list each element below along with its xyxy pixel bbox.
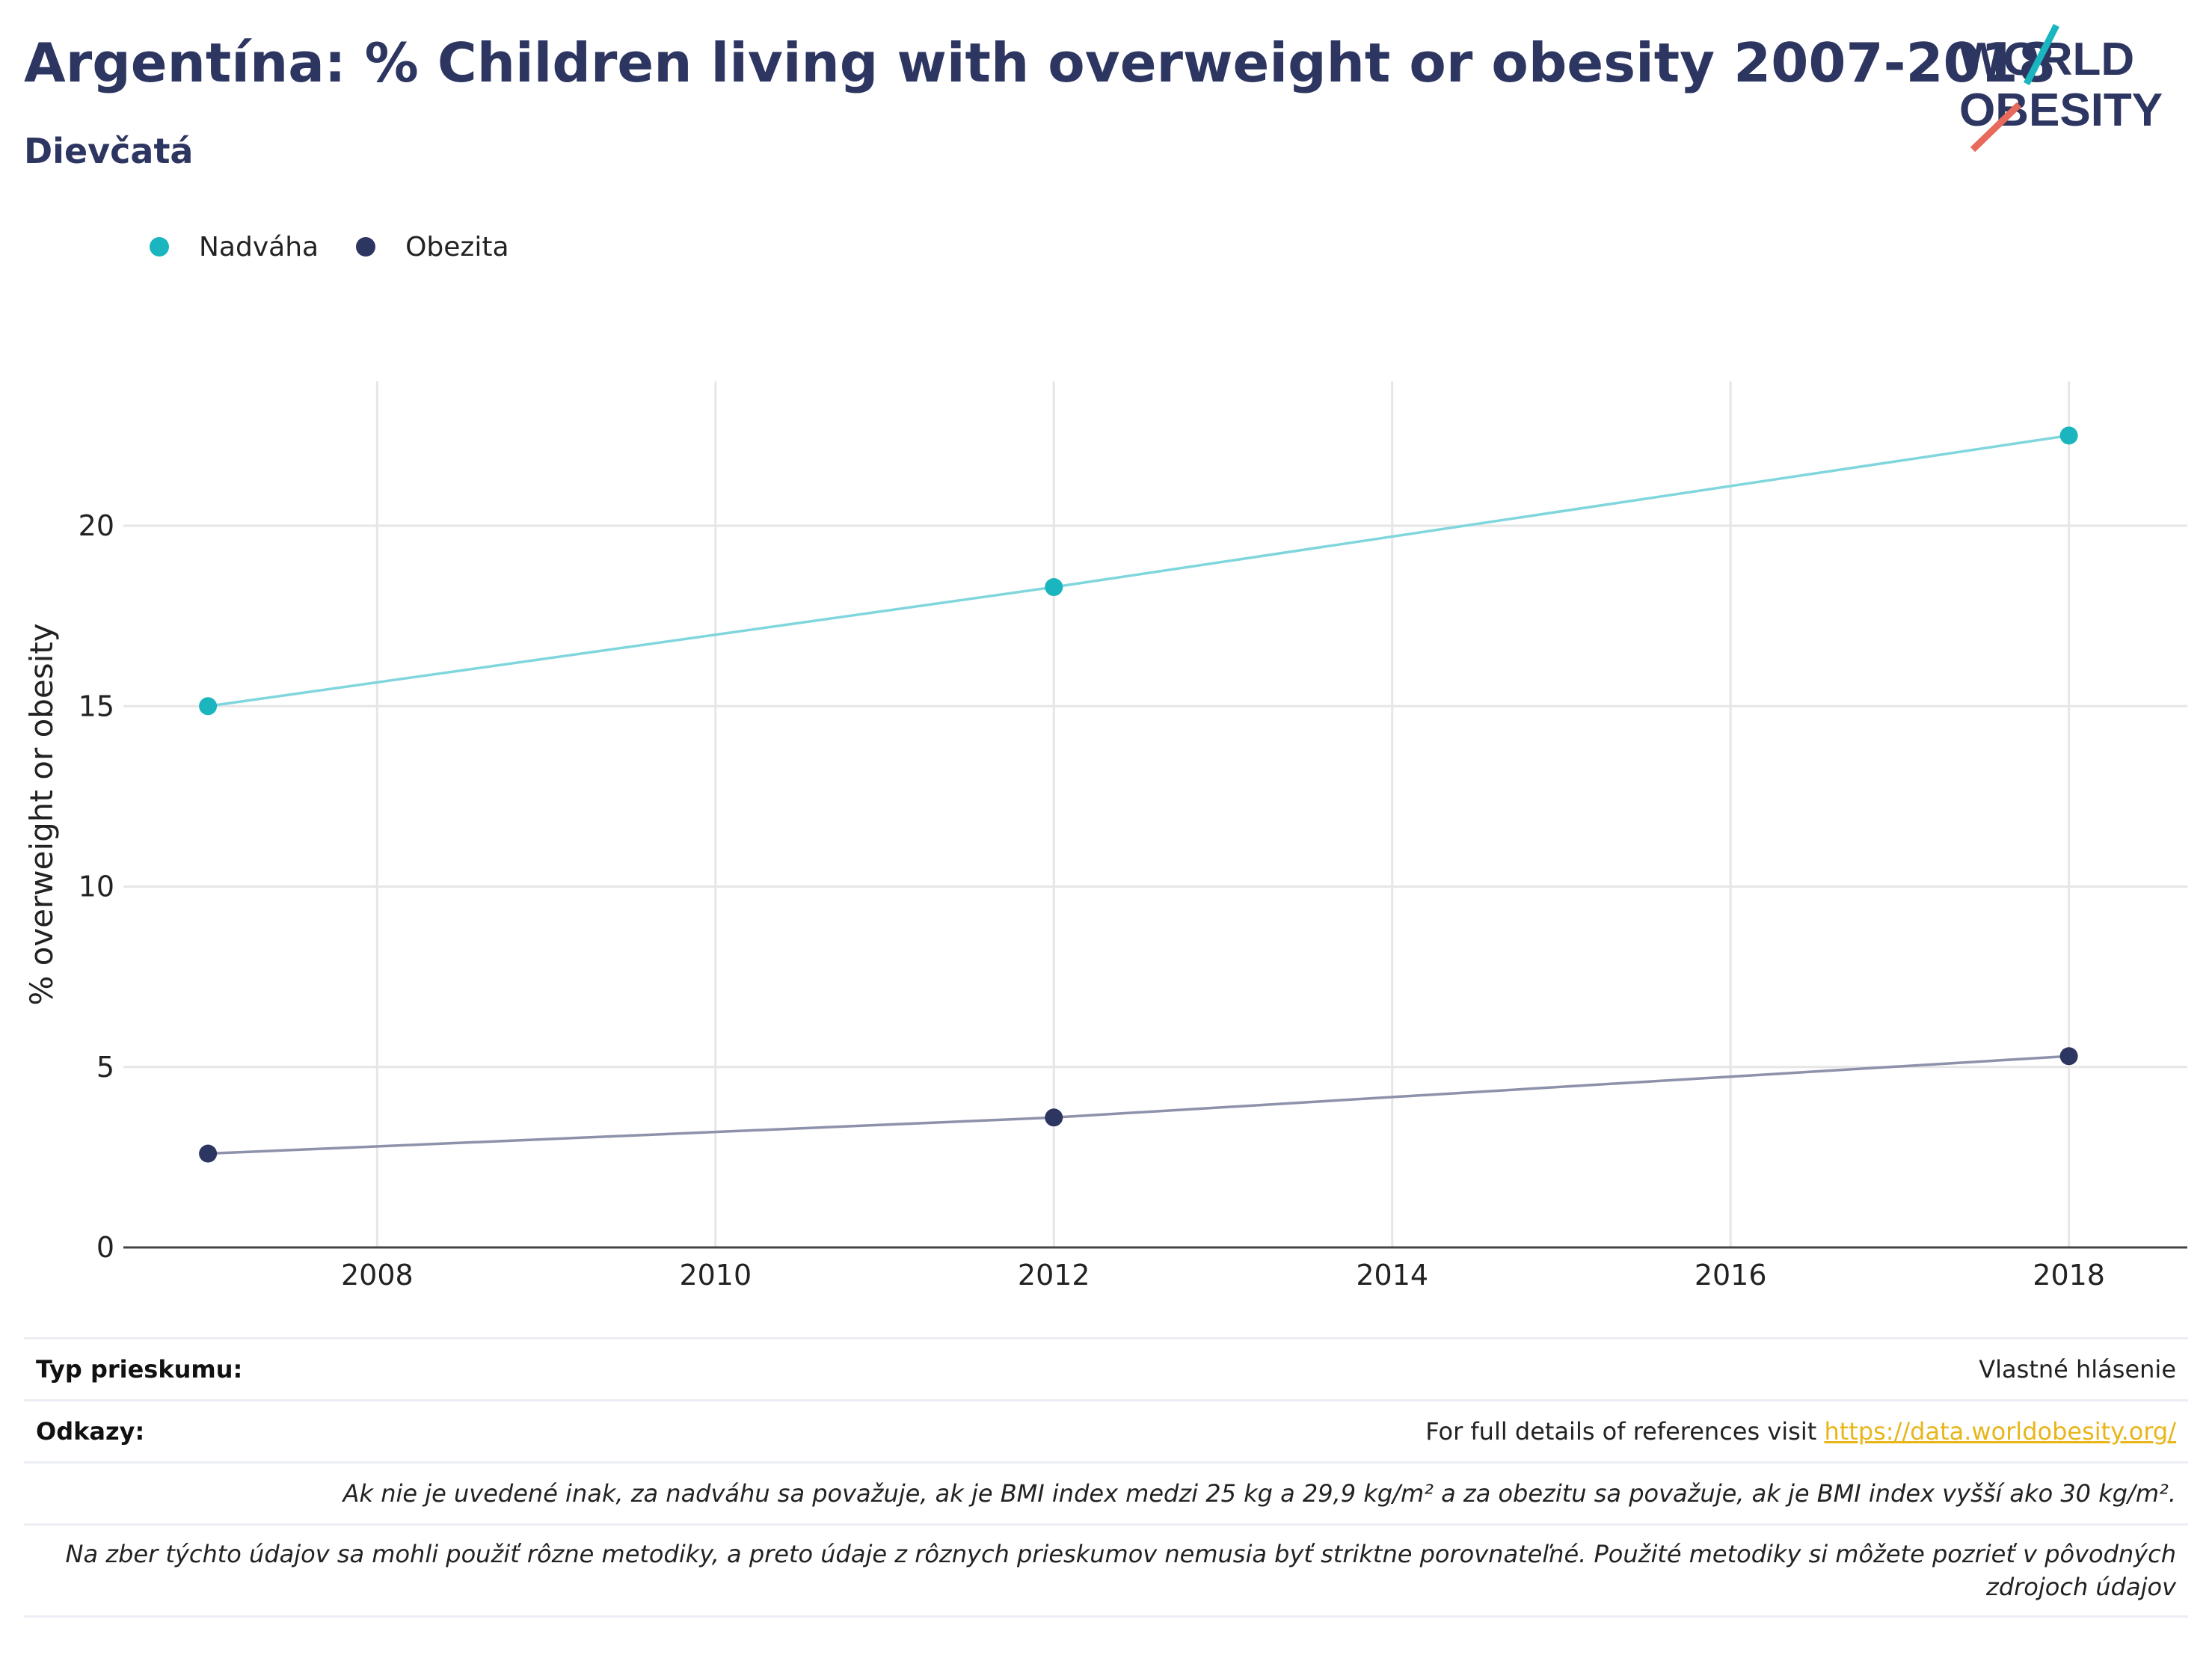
logo-slash-red — [1970, 102, 2022, 153]
data-point-1-2012 — [1045, 1108, 1063, 1127]
data-point-0-2018 — [2059, 426, 2078, 445]
methods-note: Na zber týchto údajov sa mohli použiť rô… — [65, 1540, 2176, 1601]
chart-legend: Nadváha Obezita — [150, 224, 547, 269]
series-line-1 — [208, 1054, 2069, 1155]
y-tick-label-5: 5 — [96, 1051, 114, 1084]
x-tick-label-2012: 2012 — [1018, 1259, 1090, 1292]
line-chart: 2008 2010 2012 2014 2016 2018 0 5 10 15 20 % overwe… — [23, 381, 2187, 1292]
data-point-0-2007 — [199, 697, 218, 716]
data-point-1-2007 — [199, 1144, 218, 1163]
x-tick-label-2016: 2016 — [1695, 1259, 1767, 1292]
data-point-1-2018 — [2059, 1047, 2078, 1066]
legend-marker-obezita — [356, 237, 376, 257]
world-obesity-logo: WORLD OBESITY — [1959, 23, 2163, 153]
x-tick-label-2014: 2014 — [1356, 1259, 1428, 1292]
references-value: For full details of references visit htt… — [1425, 1417, 2188, 1446]
chart-footer: Typ prieskumu: Vlastné hlásenie Odkazy: … — [24, 1337, 2188, 1618]
legend-item-nadvaha[interactable]: Nadváha — [150, 232, 319, 262]
legend-label-obezita: Obezita — [405, 231, 509, 262]
x-tick-label-2010: 2010 — [679, 1259, 752, 1292]
y-axis-title: % overweight or obesity — [23, 623, 60, 1005]
series-line-0 — [207, 434, 2069, 707]
y-tick-label-10: 10 — [79, 871, 114, 903]
x-tick-label-2008: 2008 — [341, 1259, 414, 1292]
references-link[interactable]: https://data.worldobesity.org/ — [1824, 1417, 2176, 1446]
footer-row-methods-note: Na zber týchto údajov sa mohli použiť rô… — [24, 1523, 2188, 1618]
footer-row-survey-type: Typ prieskumu: Vlastné hlásenie — [24, 1337, 2188, 1399]
bmi-note: Ak nie je uvedené inak, za nadváhu sa po… — [342, 1479, 2176, 1508]
footer-row-bmi-note: Ak nie je uvedené inak, za nadváhu sa po… — [24, 1461, 2188, 1523]
y-tick-label-15: 15 — [79, 690, 114, 722]
chart-subtitle: Dievčatá — [24, 131, 194, 171]
logo-slash-teal — [2023, 23, 2060, 86]
data-point-0-2012 — [1045, 578, 1063, 597]
footer-row-references: Odkazy: For full details of references v… — [24, 1399, 2188, 1461]
survey-type-value: Vlastné hlásenie — [1979, 1355, 2176, 1384]
references-text: For full details of references visit — [1425, 1417, 1825, 1446]
y-tick-label-20: 20 — [79, 509, 114, 542]
y-tick-label-0: 0 — [96, 1231, 114, 1264]
legend-marker-nadvaha — [150, 237, 169, 257]
chart-title: Argentína: % Children living with overwe… — [24, 31, 2056, 94]
x-tick-label-2018: 2018 — [2033, 1259, 2105, 1292]
references-label: Odkazy: — [36, 1417, 145, 1446]
legend-item-obezita[interactable]: Obezita — [356, 232, 509, 262]
legend-label-nadvaha: Nadváha — [199, 231, 319, 262]
survey-type-label: Typ prieskumu: — [36, 1355, 243, 1384]
